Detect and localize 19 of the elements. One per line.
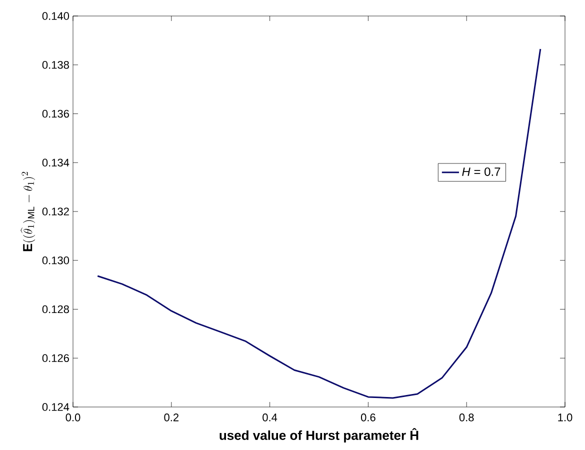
y-tick-label: 0.124 [42,403,70,411]
y-tick-label: 0.134 [42,158,70,167]
x-tick-label: 1.0 [558,414,572,422]
x-tick-label: 0.4 [262,414,278,422]
y-tick-label: 0.138 [42,60,69,69]
y-tick-label: 0.130 [42,256,70,264]
y-axis-title: $\mathbf{E}((\widehat{\theta}_1)_{\mathrm{ML}} - \theta_1)^2$ [20,172,36,252]
line-series [96,48,542,399]
x-tick-label: 0.0 [66,414,80,422]
x-axis-title: used value of Hurst parameter Ĥ [220,428,418,443]
y-tick-label: 0.132 [42,208,69,216]
x-tick-label: 0.2 [164,414,178,422]
y-tick-label: 0.128 [42,305,69,314]
y-tick-label: 0.126 [42,354,69,362]
x-tick-label: 0.6 [360,414,376,422]
legend-label: H = 0.7 [462,167,500,176]
x-tick-label: 0.8 [459,414,474,422]
y-tick-label: 0.140 [42,12,70,20]
y-tick-label: 0.136 [42,110,69,118]
